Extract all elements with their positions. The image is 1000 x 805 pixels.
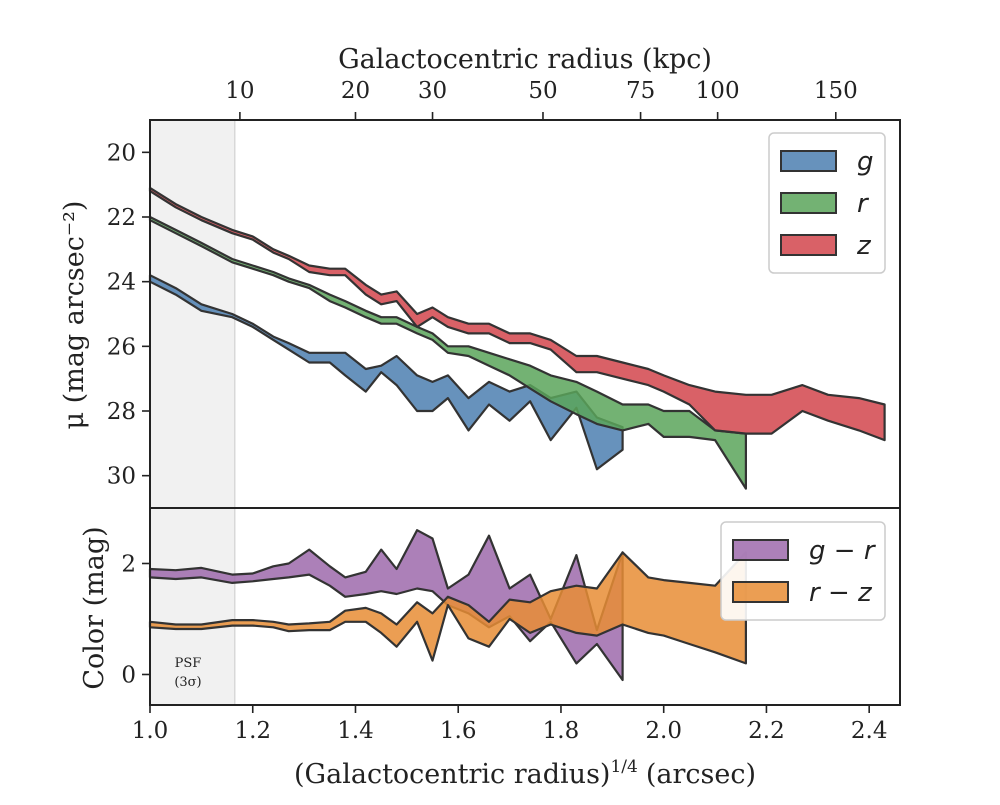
top-x-tick-label: 75: [626, 78, 655, 104]
top-legend-swatch-r: [780, 192, 837, 214]
bottom-x-tick-label: 1.4: [337, 718, 374, 744]
text-layer: 20 22 24 26 28 30 10 20 30 50 75 100 150 0 2 1.0 1.2 1.4 1…: [107, 78, 888, 744]
top-x-tick-label: 30: [418, 78, 447, 104]
bottom-legend-label-r-z: r − z: [809, 578, 873, 608]
top-y-tick-label: 24: [107, 270, 136, 296]
bottom-legend-label-g-r: g − r: [809, 536, 877, 566]
bottom-x-tick-label: 1.6: [440, 718, 477, 744]
bottom-x-axis-title-main: (Galactocentric radius): [294, 759, 610, 790]
axes-layer: [142, 112, 901, 713]
bottom-x-tick-label: 2.0: [645, 718, 682, 744]
bottom-legend-swatch-g-r: [732, 539, 789, 561]
top-legend-swatch-z: [780, 234, 837, 256]
surface-brightness-band-r: [148, 215, 748, 490]
top-x-tick-label: 50: [528, 78, 557, 104]
bottom-y-tick-label: 2: [121, 551, 136, 577]
top-x-tick-label: 150: [814, 78, 858, 104]
top-axis-title: Galactocentric radius (kpc): [338, 44, 712, 75]
psf-shaded-region: [150, 120, 235, 705]
bottom-legend-swatch-r-z: [732, 581, 789, 603]
top-x-tick-label: 10: [225, 78, 254, 104]
top-legend-swatch-g: [780, 150, 837, 172]
top-y-tick-label: 28: [107, 399, 136, 425]
top-legend-label-z: z: [856, 231, 872, 261]
surface-brightness-band-g: [148, 274, 624, 471]
top-x-tick-label: 20: [341, 78, 370, 104]
psf-shade-layer: [150, 120, 236, 705]
top-legend-label-g: g: [857, 147, 874, 177]
bottom-x-tick-label: 2.4: [851, 718, 888, 744]
bottom-y-tick-label: 0: [121, 662, 136, 688]
color-band-r-z: [148, 551, 748, 665]
bottom-x-axis-title-unit: (arcsec): [646, 759, 756, 790]
top-legend-label-r: r: [857, 189, 870, 219]
top-y-tick-label: 20: [107, 140, 136, 166]
bottom-x-tick-label: 1.2: [234, 718, 271, 744]
bottom-x-tick-label: 2.2: [748, 718, 785, 744]
psf-label-line1: PSF: [175, 656, 202, 671]
top-y-tick-label: 30: [107, 464, 136, 490]
top-y-axis-title: μ (mag arcsec⁻²): [59, 201, 90, 430]
data-layer: [148, 186, 886, 682]
surface-brightness-band-z: [148, 186, 886, 442]
top-y-tick-label: 22: [107, 205, 136, 231]
bottom-y-axis-title: Color (mag): [79, 526, 110, 689]
bottom-x-axis-title-sup: 1/4: [610, 757, 637, 777]
bottom-x-tick-label: 1.0: [132, 718, 169, 744]
top-x-tick-label: 100: [696, 78, 740, 104]
bottom-x-axis-title: (Galactocentric radius)1/4 (arcsec): [294, 757, 756, 790]
top-y-tick-label: 26: [107, 334, 136, 360]
bottom-panel-frame: [149, 507, 901, 706]
bottom-x-tick-label: 1.8: [543, 718, 580, 744]
psf-label-line2: (3σ): [174, 675, 201, 690]
